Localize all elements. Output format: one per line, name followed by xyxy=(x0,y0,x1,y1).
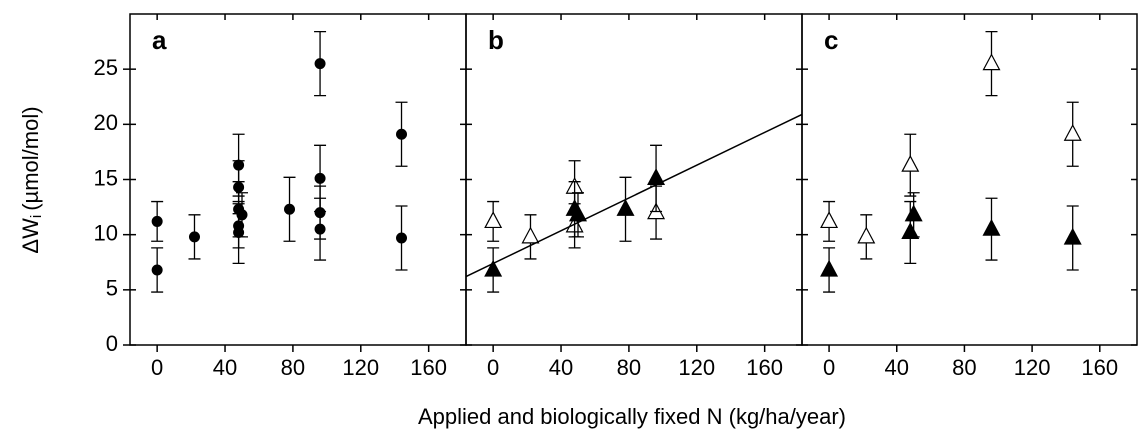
x-tick-label: 120 xyxy=(342,355,379,380)
fit-line xyxy=(465,113,803,278)
point xyxy=(521,226,540,244)
point xyxy=(396,232,408,244)
point xyxy=(820,259,839,277)
point xyxy=(904,204,923,222)
x-tick-label: 120 xyxy=(678,355,715,380)
point xyxy=(901,154,920,172)
x-tick-label: 80 xyxy=(952,355,976,380)
x-tick-label: 0 xyxy=(487,355,499,380)
x-tick-label: 40 xyxy=(549,355,573,380)
x-tick-label: 120 xyxy=(1014,355,1051,380)
y-tick-label: 20 xyxy=(94,110,118,135)
panel-label: a xyxy=(152,25,167,55)
x-tick-label: 160 xyxy=(1081,355,1118,380)
point xyxy=(314,172,326,184)
y-label-subscript: i xyxy=(28,215,45,218)
point xyxy=(314,223,326,235)
panel-label: b xyxy=(488,25,504,55)
point xyxy=(188,231,200,243)
y-tick-label: 0 xyxy=(106,331,118,356)
point xyxy=(820,211,839,229)
y-label-symbol: ΔW xyxy=(18,218,43,254)
point xyxy=(857,226,876,244)
x-tick-label: 0 xyxy=(151,355,163,380)
x-tick-label: 40 xyxy=(213,355,237,380)
point xyxy=(151,215,163,227)
point xyxy=(484,259,503,277)
point xyxy=(396,128,408,140)
y-label-unit: (µmol/mol) xyxy=(18,106,43,210)
panel-frame xyxy=(801,13,1138,346)
x-tick-label: 80 xyxy=(617,355,641,380)
y-tick-label: 25 xyxy=(94,55,118,80)
point xyxy=(314,58,326,70)
point xyxy=(236,209,248,221)
y-tick-label: 10 xyxy=(94,220,118,245)
y-tick-label: 15 xyxy=(94,165,118,190)
point xyxy=(284,203,296,215)
x-tick-label: 160 xyxy=(410,355,447,380)
panel-label: c xyxy=(824,25,838,55)
point xyxy=(484,211,503,229)
point xyxy=(569,204,587,222)
x-axis-label: Applied and biologically fixed N (kg/ha/… xyxy=(418,404,846,429)
x-tick-label: 40 xyxy=(885,355,909,380)
point xyxy=(982,218,1001,236)
panel-frame xyxy=(129,13,467,346)
x-tick-label: 80 xyxy=(281,355,305,380)
panel-frame xyxy=(465,13,803,346)
y-tick-label: 5 xyxy=(106,276,118,301)
x-tick-label: 0 xyxy=(823,355,835,380)
x-tick-label: 160 xyxy=(746,355,783,380)
point xyxy=(1063,123,1082,141)
point xyxy=(982,53,1001,71)
point xyxy=(616,199,635,216)
y-axis-label: ΔWi (µmol/mol) xyxy=(18,106,45,253)
point xyxy=(901,222,920,240)
point xyxy=(151,264,163,276)
point xyxy=(1063,227,1082,245)
